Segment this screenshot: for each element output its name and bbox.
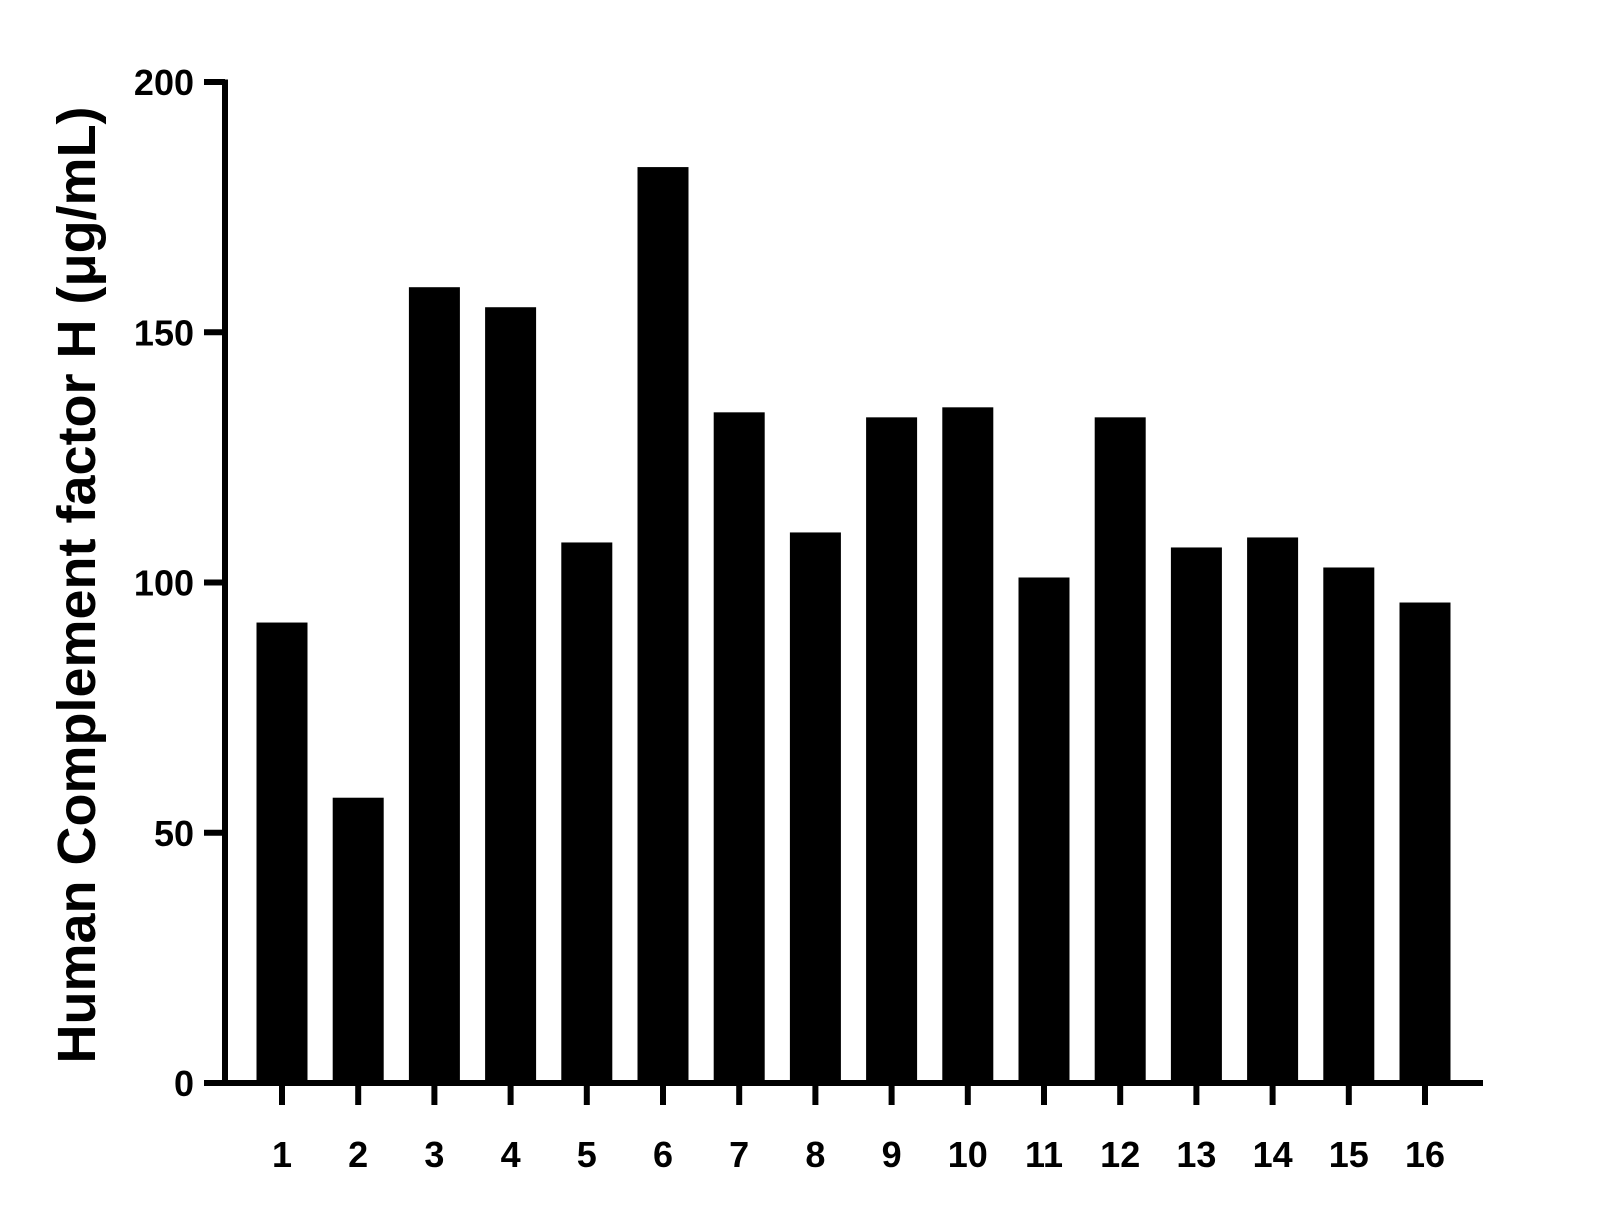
bars-group: [256, 167, 1451, 1084]
bar-1: [256, 622, 308, 1083]
bar-8: [789, 532, 841, 1083]
bar-9: [866, 417, 918, 1084]
bar-11: [1018, 577, 1070, 1083]
y-tick-label-150: 150: [134, 312, 194, 353]
x-tick-label-5: 5: [577, 1134, 597, 1175]
x-tick-label-1: 1: [272, 1134, 292, 1175]
x-tick-label-13: 13: [1176, 1134, 1216, 1175]
x-tick-label-4: 4: [501, 1134, 521, 1175]
y-tick-label-50: 50: [154, 813, 194, 854]
bar-12: [1094, 417, 1146, 1084]
x-tick-label-14: 14: [1253, 1134, 1293, 1175]
bar-13: [1170, 547, 1222, 1083]
x-tick-label-2: 2: [348, 1134, 368, 1175]
x-ticks-group: 1 2 3 4 5 6 7 8 9 10 11 12 13 14 15 16: [272, 1083, 1445, 1175]
x-tick-label-16: 16: [1405, 1134, 1445, 1175]
bar-14: [1247, 537, 1299, 1083]
bar-16: [1399, 602, 1451, 1083]
x-tick-label-15: 15: [1329, 1134, 1369, 1175]
y-tick-label-0: 0: [174, 1063, 194, 1104]
bar-3: [408, 287, 460, 1084]
x-tick-label-9: 9: [882, 1134, 902, 1175]
bar-4: [485, 307, 537, 1084]
x-tick-label-3: 3: [424, 1134, 444, 1175]
x-tick-label-7: 7: [729, 1134, 749, 1175]
y-ticks-group: 0 50 100 150 200: [134, 62, 225, 1104]
x-tick-label-11: 11: [1025, 1134, 1063, 1175]
y-axis-title: Human Complement factor H (μg/mL): [47, 106, 107, 1063]
bar-2: [332, 797, 384, 1083]
bar-15: [1323, 567, 1375, 1083]
y-tick-label-200: 200: [134, 62, 194, 103]
bar-10: [942, 407, 994, 1083]
bar-6: [637, 167, 689, 1083]
x-tick-label-12: 12: [1100, 1134, 1140, 1175]
x-tick-label-8: 8: [805, 1134, 825, 1175]
bar-5: [561, 542, 613, 1083]
y-tick-label-100: 100: [134, 563, 194, 604]
x-tick-label-10: 10: [948, 1134, 988, 1175]
x-tick-label-6: 6: [653, 1134, 673, 1175]
bar-7: [713, 412, 765, 1084]
